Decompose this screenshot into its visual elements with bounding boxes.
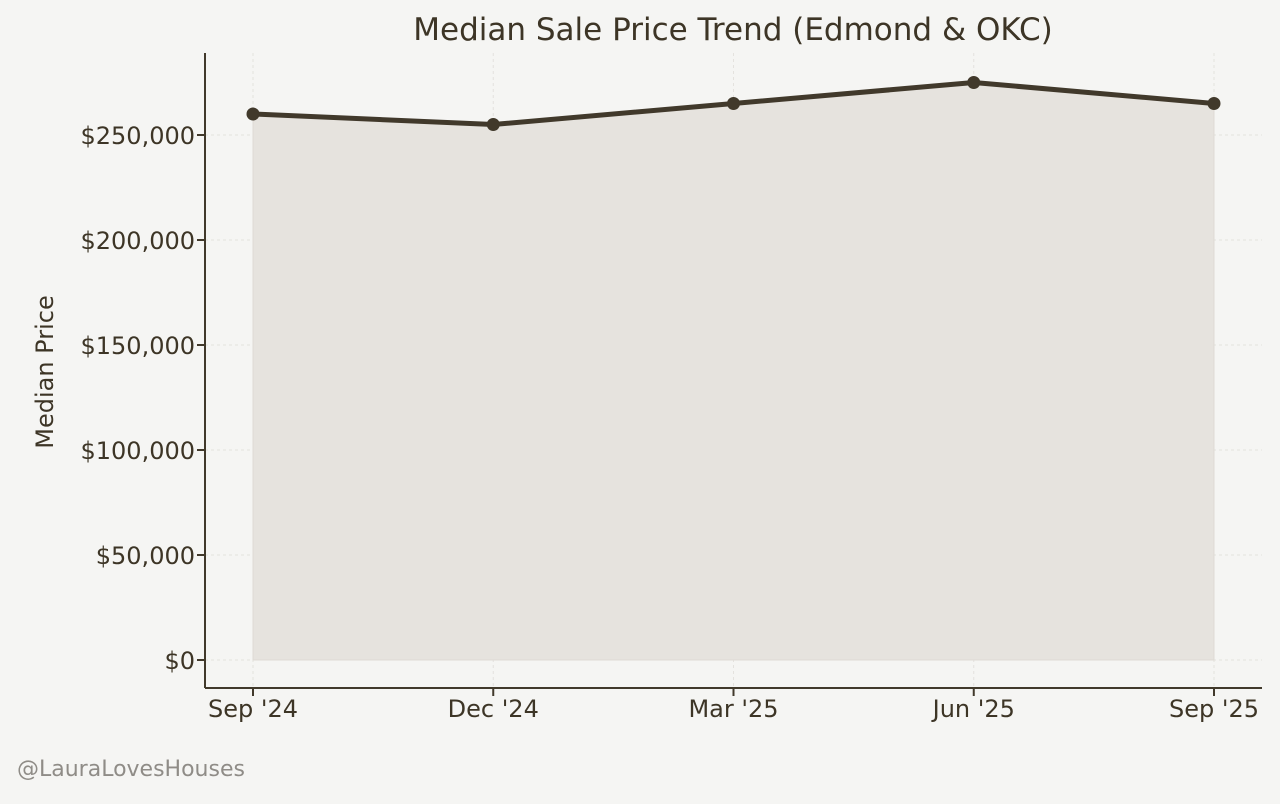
y-tick-label: $150,000 — [80, 332, 195, 360]
x-tick-label: Mar '25 — [688, 695, 778, 723]
y-tick-label: $250,000 — [80, 122, 195, 150]
data-point — [1207, 97, 1221, 110]
x-tick-layer: Sep '24 Dec '24 Mar '25 Jun '25 Sep '25 — [208, 688, 1259, 723]
x-tick-label: Sep '24 — [208, 695, 298, 723]
data-point — [246, 107, 260, 121]
data-point — [967, 76, 981, 89]
x-tick-label: Jun '25 — [931, 695, 1015, 723]
area-fill — [252, 81, 1215, 661]
data-point — [727, 97, 740, 110]
y-tick-label: $50,000 — [96, 542, 195, 570]
data-point — [486, 118, 500, 131]
watermark: @LauraLovesHouses — [17, 757, 245, 782]
x-tick-label: Dec '24 — [448, 695, 539, 723]
y-tick-label: $0 — [164, 647, 195, 675]
y-tick-label: $200,000 — [80, 227, 195, 255]
chart-title: Median Sale Price Trend (Edmond & OKC) — [413, 12, 1053, 48]
y-tick-layer: $0 $50,000 $100,000 $150,000 $200,000 $250,00… — [80, 122, 205, 675]
y-axis-label: Median Price — [31, 295, 59, 448]
x-tick-label: Sep '25 — [1169, 695, 1259, 723]
point-layer — [246, 76, 1221, 131]
y-tick-label: $100,000 — [80, 437, 195, 465]
